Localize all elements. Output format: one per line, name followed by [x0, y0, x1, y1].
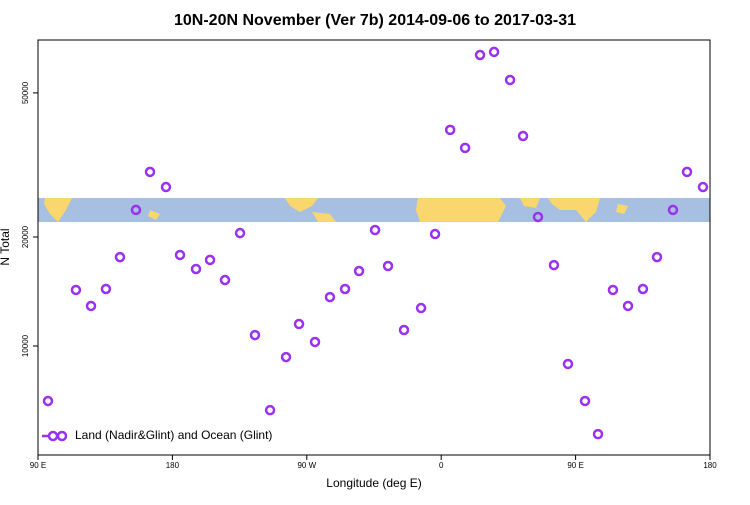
point	[622, 300, 634, 312]
point	[459, 142, 471, 154]
point	[592, 428, 604, 440]
point	[204, 254, 216, 266]
y-axis-label: N Total	[0, 228, 12, 265]
point	[293, 318, 305, 330]
legend-label: Land (Nadir&Glint) and Ocean (Glint)	[75, 428, 272, 442]
point	[369, 224, 381, 236]
y-tick-label: 50000	[21, 81, 30, 104]
point	[353, 265, 365, 277]
point	[667, 204, 679, 216]
point	[190, 263, 202, 275]
point	[415, 302, 427, 314]
point	[488, 46, 500, 58]
x-tick-label: 0	[439, 461, 444, 470]
legend-marker	[56, 430, 68, 442]
point	[324, 291, 336, 303]
point	[130, 204, 142, 216]
x-tick-label: 90 E	[30, 461, 46, 470]
point	[85, 300, 97, 312]
x-axis-label: Longitude (deg E)	[326, 476, 421, 490]
point	[280, 351, 292, 363]
legend-marker	[47, 430, 59, 442]
point	[100, 283, 112, 295]
point	[681, 166, 693, 178]
point	[249, 329, 261, 341]
point	[517, 130, 529, 142]
point	[504, 74, 516, 86]
point	[382, 260, 394, 272]
chart-title: 10N-20N November (Ver 7b) 2014-09-06 to …	[174, 12, 576, 29]
y-tick-label: 10000	[21, 334, 30, 357]
point	[114, 251, 126, 263]
map-strip	[38, 198, 710, 222]
point	[444, 124, 456, 136]
plot-frame	[37, 39, 711, 456]
point	[697, 181, 709, 193]
point	[144, 166, 156, 178]
x-tick-label: 180	[703, 461, 717, 470]
x-tick-label: 180	[166, 461, 180, 470]
point	[651, 251, 663, 263]
point	[548, 259, 560, 271]
point	[339, 283, 351, 295]
point	[637, 283, 649, 295]
point	[607, 284, 619, 296]
point	[309, 336, 321, 348]
point	[579, 395, 591, 407]
x-tick-label: 90 W	[297, 461, 316, 470]
point	[219, 274, 231, 286]
y-tick-label: 20000	[21, 225, 30, 248]
point	[174, 249, 186, 261]
point	[398, 324, 410, 336]
point	[160, 181, 172, 193]
point	[532, 211, 544, 223]
point	[562, 358, 574, 370]
point	[234, 227, 246, 239]
point	[474, 49, 486, 61]
point	[42, 395, 54, 407]
point	[429, 228, 441, 240]
point	[70, 284, 82, 296]
x-tick-label: 90 E	[567, 461, 583, 470]
point	[264, 404, 276, 416]
